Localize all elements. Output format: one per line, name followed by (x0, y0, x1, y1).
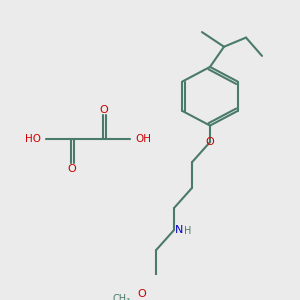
Text: OH: OH (135, 134, 151, 144)
Text: O: O (100, 105, 108, 115)
Text: H: H (184, 226, 192, 236)
Text: O: O (206, 137, 214, 147)
Text: CH₃: CH₃ (113, 294, 131, 300)
Text: O: O (138, 289, 146, 299)
Text: O: O (68, 164, 76, 174)
Text: N: N (175, 225, 183, 235)
Text: HO: HO (25, 134, 41, 144)
